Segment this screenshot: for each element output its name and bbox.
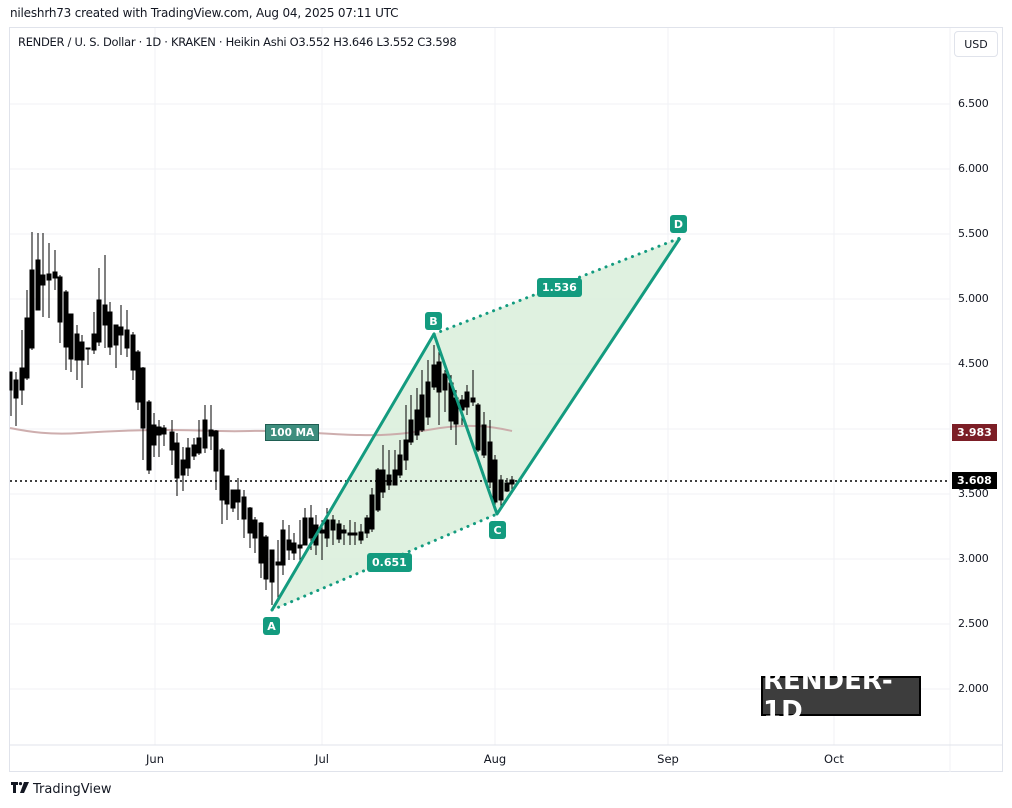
tradingview-logo[interactable]: TradingView	[11, 782, 112, 797]
price-tick: 2.000	[958, 682, 989, 695]
symbol-legend: RENDER / U. S. Dollar · 1D · KRAKEN · He…	[18, 35, 457, 49]
current-price-tag: 3.608	[952, 472, 997, 489]
time-tick-jul: Jul	[315, 752, 329, 766]
time-tick-aug: Aug	[483, 752, 507, 766]
price-tick: 5.000	[958, 292, 989, 305]
price-tick: 2.500	[958, 617, 989, 630]
harmonic-pattern-lines	[270, 236, 682, 612]
price-tick: 6.000	[958, 162, 989, 175]
candlesticks	[9, 232, 515, 605]
price-tick: 4.500	[958, 357, 989, 370]
price-tick: 6.500	[958, 97, 989, 110]
time-tick-sep: Sep	[657, 752, 679, 766]
point-b-label[interactable]: B	[425, 312, 442, 330]
time-tick-jun: Jun	[146, 752, 164, 766]
tradingview-brand: TradingView	[33, 782, 112, 797]
ma-100-label: 100 MA	[265, 424, 320, 441]
ratio-ac-label[interactable]: 0.651	[367, 553, 412, 572]
price-tick: 5.500	[958, 227, 989, 240]
ma-price-tag: 3.983	[952, 424, 997, 441]
currency-button[interactable]: USD	[954, 31, 998, 57]
point-a-label[interactable]: A	[263, 617, 280, 635]
symbol-watermark: RENDER-1D	[761, 666, 921, 726]
point-c-label[interactable]: C	[489, 521, 506, 539]
chart-attribution: nileshrh73 created with TradingView.com,…	[10, 6, 399, 20]
ratio-bd-label[interactable]: 1.536	[537, 278, 582, 297]
ma-100-line	[9, 424, 513, 437]
point-d-label[interactable]: D	[670, 215, 687, 233]
time-tick-oct: Oct	[824, 752, 844, 766]
price-tick: 3.000	[958, 552, 989, 565]
tradingview-logo-icon	[11, 782, 29, 797]
vertical-gridlines	[154, 28, 951, 772]
price-tick: 3.500	[958, 487, 989, 500]
